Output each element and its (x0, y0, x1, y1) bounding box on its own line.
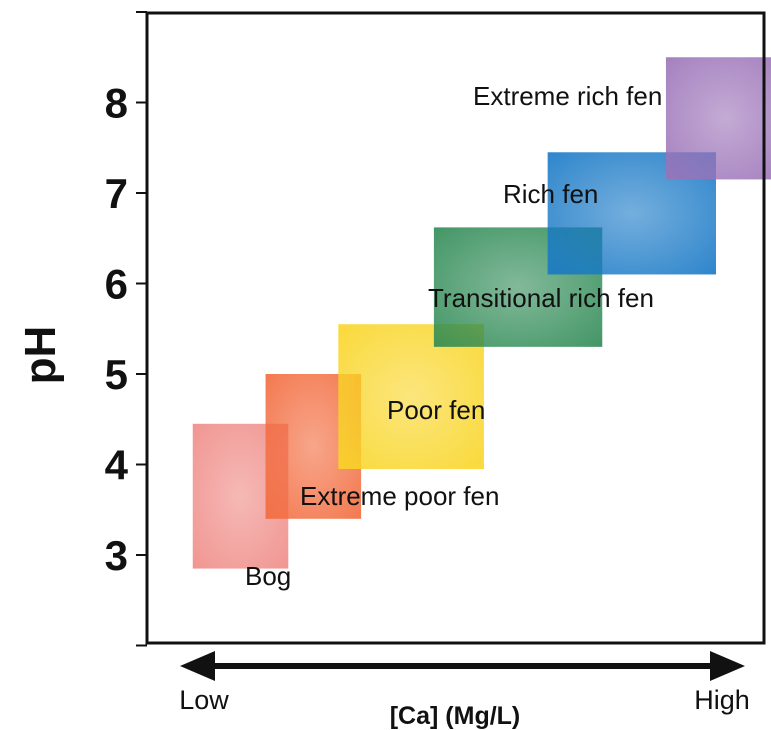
region-extreme-rich-fen (665, 57, 771, 180)
x-axis-arrow (180, 651, 745, 681)
region-poor-fen (338, 324, 484, 470)
region-label-extreme-poor-fen: Extreme poor fen (300, 481, 499, 511)
y-tick-label: 6 (105, 261, 128, 308)
region-label-rich-fen: Rich fen (503, 179, 598, 209)
regions (192, 57, 771, 569)
region-label-poor-fen: Poor fen (387, 395, 485, 425)
y-tick-label: 8 (105, 80, 128, 127)
y-axis-label: pH (16, 326, 65, 385)
y-ticks: 3 4 5 6 7 8 (105, 11, 147, 647)
region-label-extreme-rich-fen: Extreme rich fen (473, 81, 662, 111)
region-labels: Bog Extreme poor fen Poor fen Transitional … (245, 81, 662, 591)
region-label-bog: Bog (245, 561, 291, 591)
y-tick-label: 7 (105, 170, 128, 217)
x-axis-low-label: Low (179, 685, 229, 715)
x-axis-high-label: High (694, 685, 750, 715)
region-label-transitional-rich-fen: Transitional rich fen (428, 283, 654, 313)
plot-frame (145, 11, 766, 645)
y-tick-label: 3 (105, 532, 128, 579)
x-axis-label: [Ca] (Mg/L) (390, 702, 521, 730)
y-tick-label: 4 (105, 442, 129, 489)
y-tick-label: 5 (105, 351, 128, 398)
